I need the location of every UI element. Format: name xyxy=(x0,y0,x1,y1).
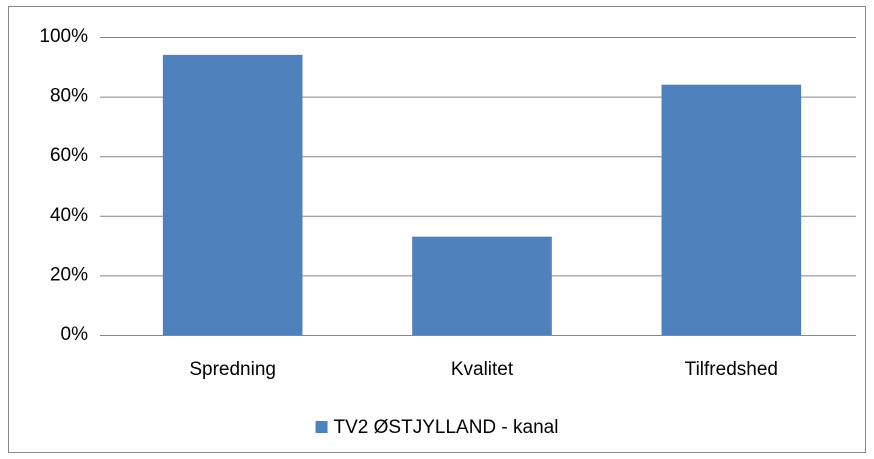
bar xyxy=(412,236,552,335)
y-tick-label: 20% xyxy=(50,264,88,285)
bar xyxy=(661,84,802,336)
legend-label: TV2 ØSTJYLLAND - kanal xyxy=(334,417,559,438)
y-tick-label: 40% xyxy=(50,205,88,226)
x-tick-label: Tilfredshed xyxy=(685,359,778,380)
x-tick-label: Kvalitet xyxy=(451,359,514,380)
y-tick-label: 0% xyxy=(61,324,89,345)
y-tick-label: 100% xyxy=(39,26,88,47)
bar xyxy=(162,54,303,335)
x-tick-label: Spredning xyxy=(189,359,276,380)
y-tick-label: 80% xyxy=(50,86,88,107)
legend-swatch xyxy=(315,421,328,433)
y-tick-label: 60% xyxy=(50,145,88,166)
